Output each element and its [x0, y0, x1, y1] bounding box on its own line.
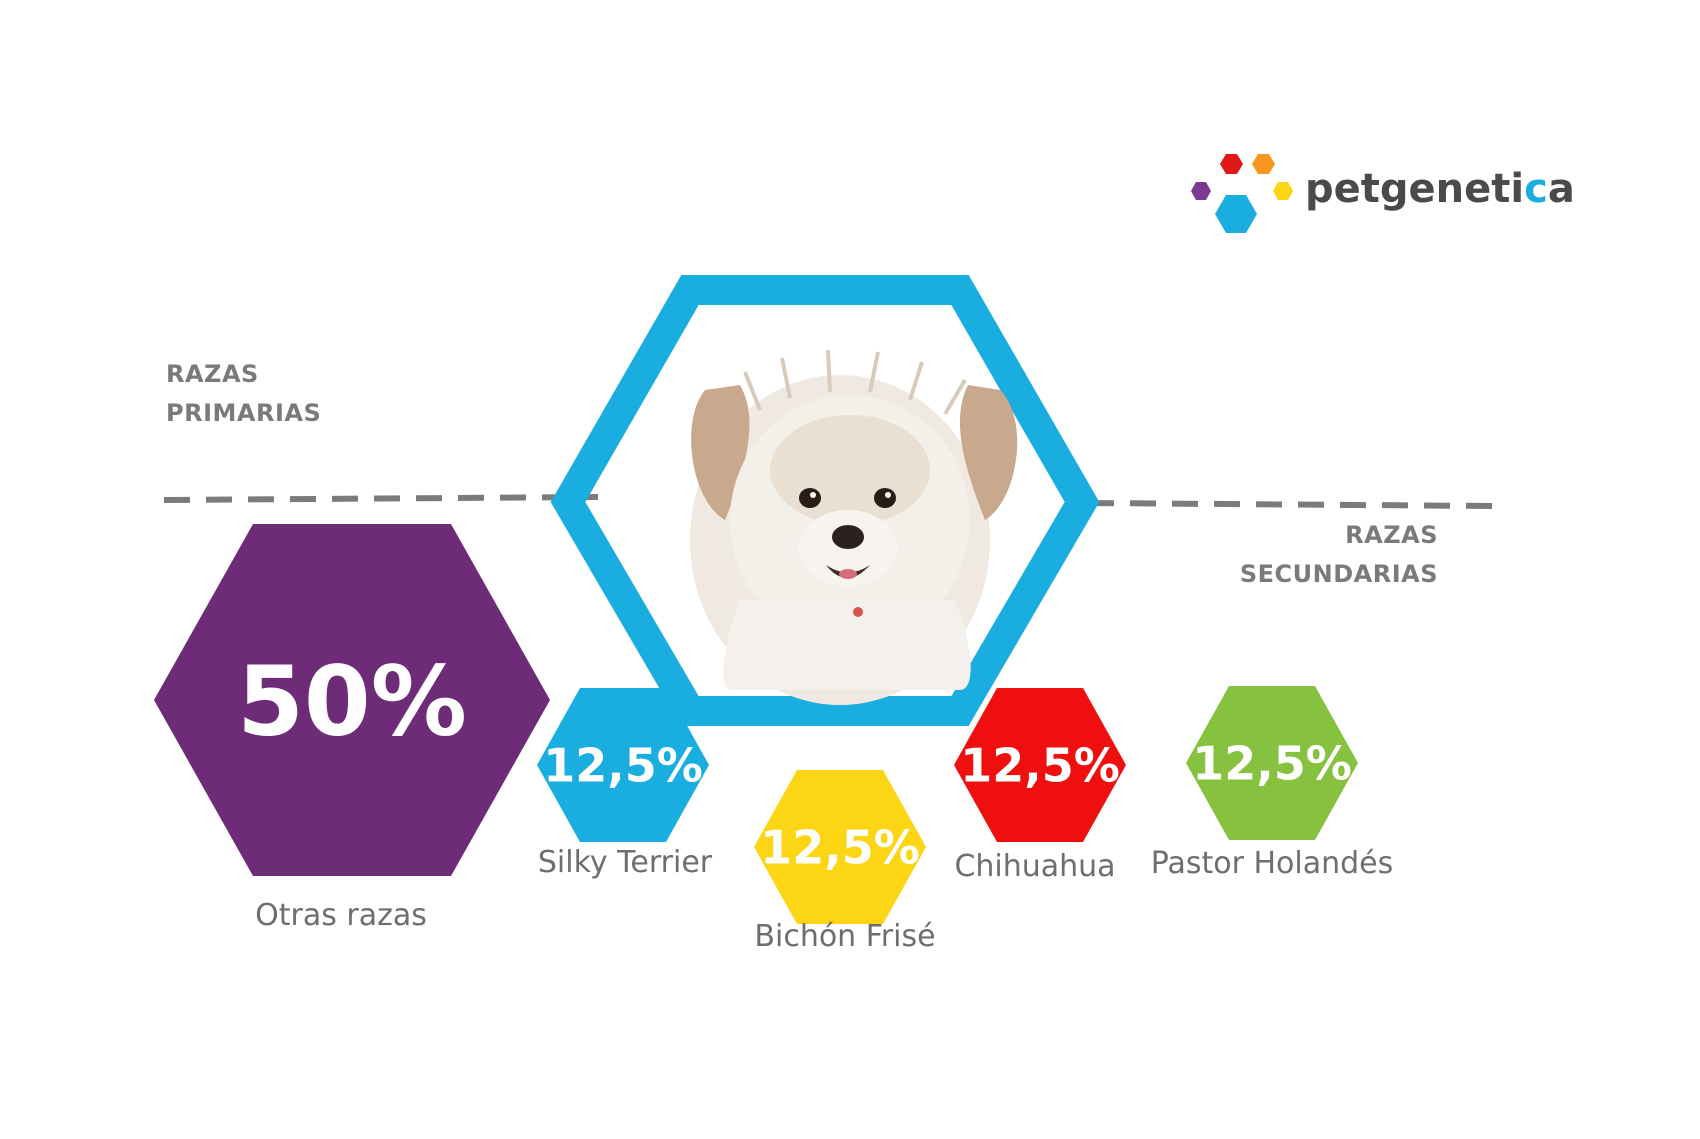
- breed-name-label-1: Otras razas: [255, 898, 427, 933]
- breed-name-label-4: Chihuahua: [954, 849, 1115, 884]
- breed-percent-label-4: 12,5%: [960, 739, 1120, 793]
- breed-percent-label-2: 12,5%: [543, 739, 703, 793]
- divider-line-left: [163, 494, 599, 503]
- breed-hexagon-2: [537, 688, 709, 842]
- breed-percent-label-5: 12,5%: [1192, 737, 1352, 791]
- divider-line-right: [1087, 500, 1493, 509]
- brand-name-accent: c: [1524, 166, 1548, 212]
- breed-name-label-5: Pastor Holandés: [1151, 846, 1394, 881]
- petgenetica-logo-icon: [1191, 154, 1293, 233]
- breed-name-label-3: Bichón Frisé: [754, 919, 935, 954]
- dog-photo-hexagon: [550, 275, 1100, 726]
- breed-hexagon-3: [754, 770, 926, 924]
- brand-name-end: a: [1547, 166, 1575, 212]
- secondary-label-line-2: SECUNDARIAS: [1239, 560, 1438, 588]
- breed-hexagon-5: [1186, 686, 1358, 840]
- primary-label-line-1: RAZAS: [166, 360, 259, 388]
- breed-percent-label-1: 50%: [237, 646, 467, 758]
- brand-name-part: petgeneti: [1305, 166, 1525, 212]
- dog-photo: [690, 349, 1018, 705]
- breed-name-label-2: Silky Terrier: [538, 845, 713, 880]
- breed-hexagon-4: [954, 688, 1126, 842]
- secondary-label-line-1: RAZAS: [1345, 521, 1438, 549]
- primary-breeds-label: RAZAS PRIMARIAS: [166, 355, 321, 433]
- brand-name: petgenetica: [1305, 166, 1575, 212]
- breed-hexagon-1: [154, 524, 550, 876]
- secondary-breeds-label: RAZAS SECUNDARIAS: [1240, 516, 1438, 594]
- breed-percent-label-3: 12,5%: [760, 821, 920, 875]
- primary-label-line-2: PRIMARIAS: [166, 399, 322, 427]
